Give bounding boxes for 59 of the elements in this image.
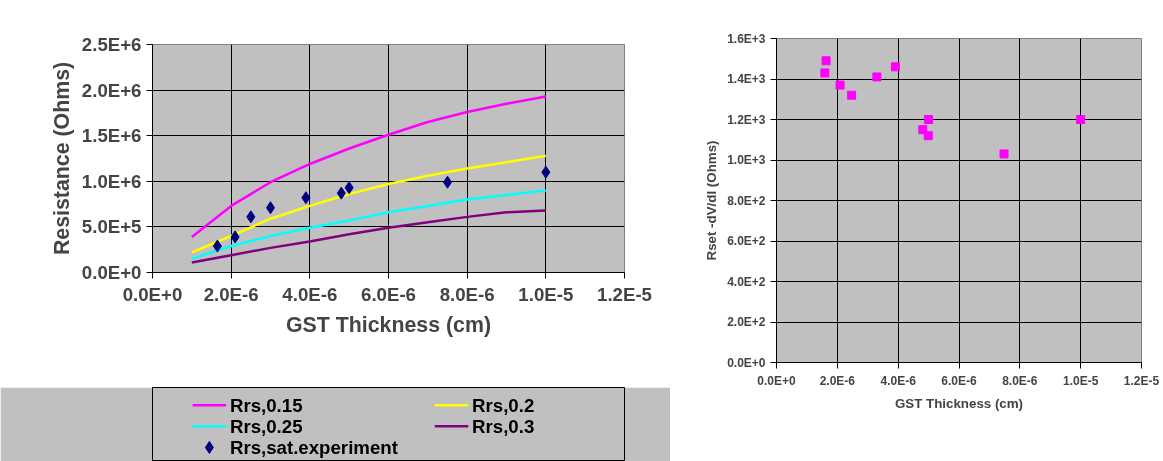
legend-label: Rrs,0.15 [229,394,303,416]
point [344,181,354,195]
point [835,80,845,90]
x-tick-label: 1.0E-5 [1062,373,1099,388]
x-tick-label: 6.0E-6 [361,283,416,305]
point [872,72,882,82]
x-tick-label: 2.0E-6 [819,373,856,388]
point [890,62,900,72]
y-tick-label: 0.0E+0 [727,355,766,370]
point [999,149,1009,159]
legend-label: Rrs,0.2 [472,394,535,416]
legend-label: Rrs,0.25 [229,415,303,437]
legend-label: Rrs,0.3 [472,415,535,437]
point [924,115,934,124]
x-tick-label: 4.0E-6 [880,373,917,388]
x-axis-title: GST Thickness (cm) [285,312,492,337]
x-tick-label: 0.0E+0 [757,373,797,388]
x-axis-title: GST Thickness (cm) [894,395,1024,411]
y-tick-label: 6.0E+2 [727,234,766,248]
y-tick-label: 0.0E+0 [81,262,142,283]
y-tick-label: 1.2E+3 [727,112,766,127]
y-tick-label: 2.5E+6 [81,34,142,55]
y-tick-label: 1.6E+3 [727,31,766,46]
point [246,210,256,224]
x-tick-label: 6.0E-6 [941,373,977,388]
y-axis-title: Rset -dV/dI (Ohms) [704,140,720,261]
point [336,186,346,200]
x-tick-label: 1.2E-5 [597,283,652,305]
point [820,68,830,78]
y-tick-label: 4.0E+2 [727,274,766,289]
line-series [190,189,548,261]
point [230,230,240,244]
point [821,56,831,66]
point [541,165,551,179]
legend-label: Rrs,sat.experiment [229,436,398,458]
x-tick-label: 8.0E-6 [1002,373,1038,388]
x-tick-label: 8.0E-6 [439,283,495,305]
point [923,131,933,141]
point [847,90,857,100]
line-series [190,154,548,254]
y-tick-label: 2.0E+6 [81,79,142,101]
x-tick-label: 4.0E-6 [282,283,338,305]
point [212,239,222,253]
y-tick-label: 5.0E+5 [81,216,142,238]
y-tick-label: 1.0E+6 [81,170,142,192]
x-tick-label: 1.2E-5 [1123,373,1160,388]
y-tick-label: 1.0E+3 [727,153,766,167]
y-tick-label: 1.4E+3 [727,72,766,86]
x-tick-label: 0.0E+0 [122,283,183,305]
x-tick-label: 1.0E-5 [518,283,574,305]
line-series [190,209,548,264]
x-tick-label: 2.0E-6 [203,283,259,305]
point [1076,115,1086,124]
y-tick-label: 1.5E+6 [81,125,142,147]
point [301,191,311,205]
y-tick-label: 2.0E+2 [727,315,766,329]
y-tick-label: 8.0E+2 [727,193,766,208]
line-series [190,95,548,239]
y-axis-title: Resistance (Ohms) [49,61,74,256]
